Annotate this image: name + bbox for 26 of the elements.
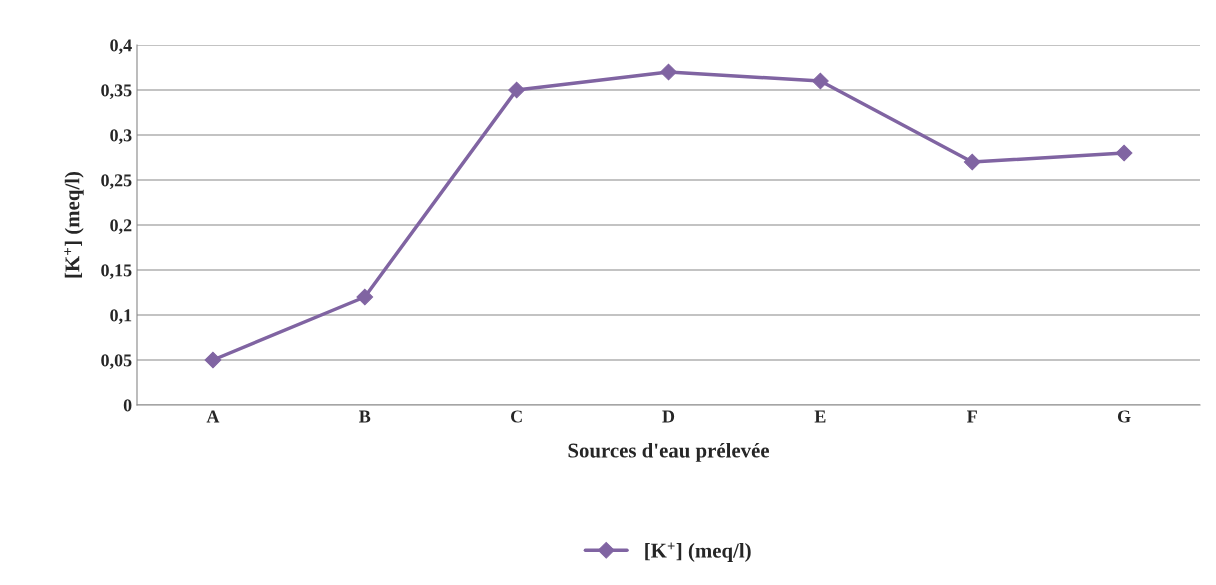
x-tick-label: C: [511, 410, 522, 423]
y-tick-label: 0,35: [101, 84, 132, 100]
y-axis-title: [K$^{+}$] (meq/l): [64, 171, 84, 278]
x-tick-label: G: [1117, 410, 1131, 423]
x-tick-label: E: [814, 410, 826, 423]
point: [963, 153, 981, 171]
y-tick-label: 0,2: [110, 219, 132, 235]
y-tick-label: 0,25: [101, 174, 132, 190]
y-tick-label: 0,3: [110, 129, 132, 145]
point: [811, 72, 829, 90]
point: [508, 81, 526, 99]
x-tick-label: B: [359, 410, 371, 423]
legend-label: [K$^{+}$] (meq/l): [645, 542, 751, 562]
x-tick-label: D: [662, 410, 675, 423]
point: [204, 351, 222, 369]
y-tick-label: 0,05: [101, 354, 132, 370]
y-tick-label: 0,4: [110, 39, 132, 55]
y-tick-label: 0: [123, 399, 132, 412]
point: [1115, 144, 1133, 162]
y-tick-label: 0,1: [110, 309, 132, 325]
point: [356, 288, 374, 306]
point: [660, 63, 677, 81]
x-axis-title: Sources d'eau prélevée: [568, 442, 770, 462]
x-tick-label: F: [967, 410, 977, 423]
y-tick-label: 0,15: [101, 264, 132, 280]
x-tick-label: A: [206, 410, 220, 423]
